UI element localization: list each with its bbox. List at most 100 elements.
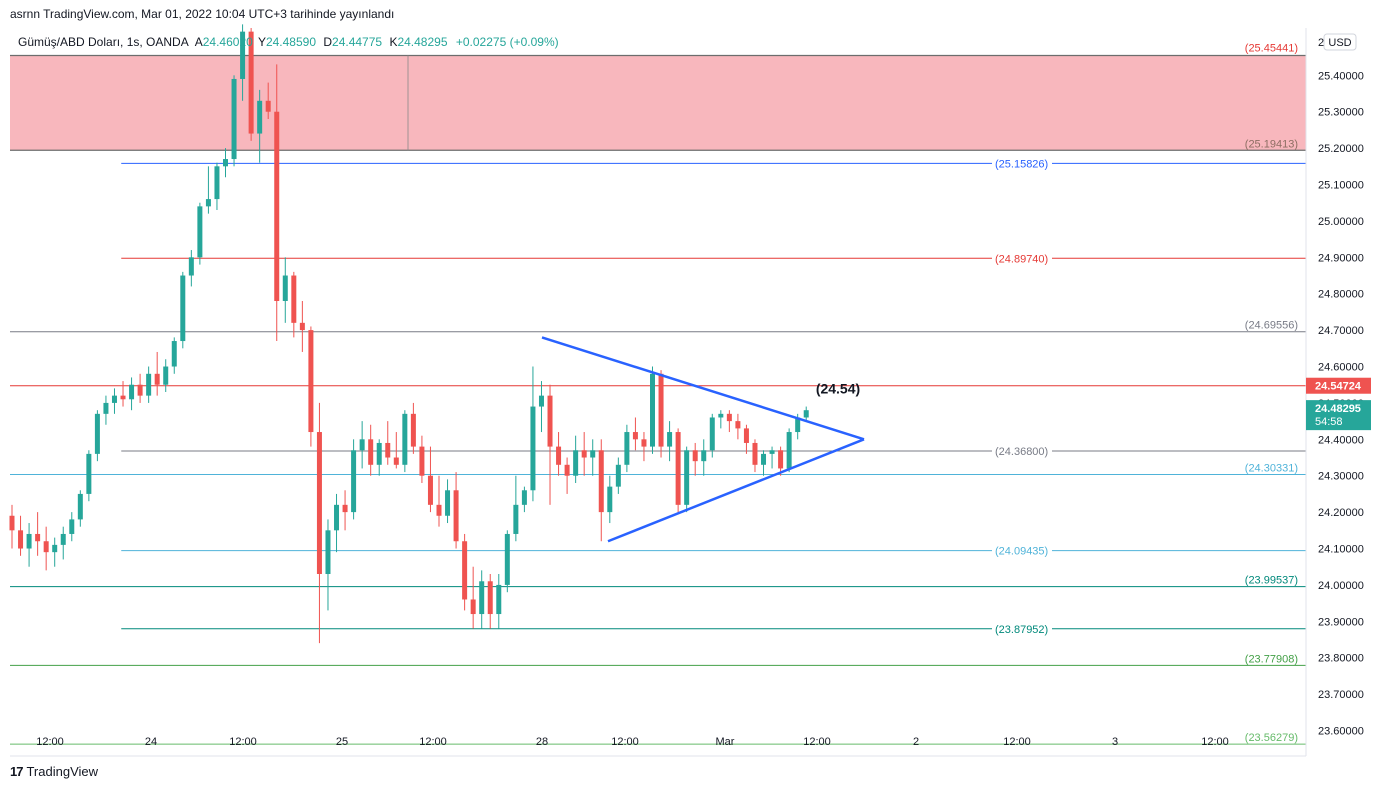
- candle-body: [308, 330, 314, 433]
- candle-body: [248, 31, 254, 134]
- candle-body: [154, 373, 160, 385]
- time-axis[interactable]: 12:00 24 12:00 25 12:00 28 12:00 Mar 12:00 2 12:00…: [36, 736, 1229, 748]
- candle-body: [487, 581, 493, 615]
- candle-body: [103, 402, 109, 414]
- candle-body: [581, 450, 587, 458]
- legend-open-value: 24.46020: [203, 35, 253, 49]
- tradingview-logo[interactable]: 17 TradingView: [10, 764, 98, 779]
- candle-body: [129, 384, 135, 400]
- price-tick: 24.80000: [1318, 289, 1364, 301]
- candle-body: [521, 490, 527, 505]
- level-label-bg-1: [992, 250, 1052, 265]
- candle-body: [684, 450, 690, 505]
- legend-close-value: 24.48295: [397, 35, 447, 49]
- tradingview-logo-text: TradingView: [26, 764, 99, 779]
- candle-body: [743, 428, 749, 443]
- candle-body: [658, 373, 664, 447]
- triangle-upper-line[interactable]: [541, 336, 865, 441]
- bar-countdown: 54:58: [1315, 416, 1343, 428]
- candle-body: [257, 100, 263, 134]
- candle-body: [299, 322, 305, 331]
- price-tick: 25.00000: [1318, 216, 1364, 228]
- candle-body: [786, 432, 792, 469]
- candle-body: [761, 453, 767, 465]
- price-tick: 24.70000: [1318, 325, 1364, 337]
- candle-body: [735, 421, 741, 429]
- horizontal-levels[interactable]: [10, 162, 1306, 745]
- price-tick: 23.60000: [1318, 726, 1364, 738]
- zone-bottom-label: (25.19413): [1245, 138, 1298, 150]
- time-tick: 24: [145, 736, 157, 748]
- candle-body: [60, 533, 66, 545]
- candle-body: [427, 475, 433, 505]
- level-label-10: (23.56279): [1245, 732, 1298, 744]
- candle-body: [342, 504, 348, 513]
- candle-body: [43, 541, 49, 553]
- candle-body: [504, 533, 510, 585]
- level-label-4: (24.36800): [995, 446, 1048, 458]
- candle-body: [137, 384, 143, 396]
- last-price-text: 24.48295: [1315, 403, 1361, 415]
- level-label-7: (23.99537): [1245, 575, 1298, 587]
- candle-body: [368, 439, 374, 465]
- triangle-pattern[interactable]: [541, 336, 865, 543]
- candle-body: [530, 406, 536, 491]
- candle-body: [538, 395, 544, 407]
- candle-body: [77, 493, 83, 520]
- currency-badge[interactable]: [1323, 33, 1357, 51]
- candle-body: [334, 504, 340, 531]
- candle-body: [86, 453, 92, 494]
- price-annotation[interactable]: (24.54): [816, 380, 860, 396]
- last-price-tag: [1306, 400, 1371, 431]
- price-tick: 24.60000: [1318, 362, 1364, 374]
- candle-body: [667, 432, 673, 447]
- candle-body: [214, 166, 220, 200]
- candle-body: [231, 78, 237, 160]
- candle-body: [513, 504, 519, 534]
- price-tick: 24.20000: [1318, 507, 1364, 519]
- time-tick: 12:00: [36, 736, 64, 748]
- legend-low-value: 24.44775: [332, 35, 382, 49]
- candle-body: [26, 533, 32, 549]
- resistance-price-tag: [1306, 377, 1371, 394]
- candle-body: [470, 599, 476, 615]
- time-tick: 2: [913, 736, 919, 748]
- legend-symbol: Gümüş/ABD Doları, 1s, OANDA: [18, 35, 189, 49]
- level-label-8: (23.87952): [995, 624, 1048, 636]
- candle-body: [650, 373, 655, 447]
- level-label-bg-8: [992, 620, 1052, 635]
- level-label-9: (23.77908): [1245, 653, 1298, 665]
- candle-body: [316, 432, 322, 574]
- legend-high-value: 24.48590: [266, 35, 316, 49]
- candle-body: [385, 442, 391, 458]
- level-label-5: (24.30331): [1245, 463, 1298, 475]
- candle-body: [94, 413, 100, 454]
- candle-body: [265, 100, 271, 112]
- time-tick: 12:00: [1003, 736, 1031, 748]
- triangle-lower-line[interactable]: [607, 438, 865, 543]
- price-tick: 24.00000: [1318, 580, 1364, 592]
- time-tick: 3: [1112, 736, 1118, 748]
- zone-top-label: (25.45441): [1245, 43, 1298, 55]
- candle-body: [803, 410, 809, 418]
- candle-body: [453, 490, 459, 542]
- level-labels: (25.45441) (25.19413) (25.15826) (24.89740)…: [992, 43, 1298, 744]
- candle-body: [359, 439, 365, 451]
- candle-body: [111, 395, 117, 403]
- legend-low-label: D: [323, 35, 332, 49]
- candle-body: [675, 432, 681, 505]
- resistance-zone[interactable]: [10, 54, 1306, 151]
- price-tick: 25.20000: [1318, 143, 1364, 155]
- zone-fill[interactable]: [10, 55, 1306, 151]
- candle-body: [496, 584, 502, 615]
- level-label-bg-6: [992, 542, 1052, 557]
- price-tick: 23.70000: [1318, 689, 1364, 701]
- candle-body: [282, 275, 288, 301]
- level-label-0: (25.15826): [995, 158, 1048, 170]
- time-tick: 28: [536, 736, 548, 748]
- time-tick: 12:00: [229, 736, 257, 748]
- candle-body: [205, 199, 211, 207]
- candle-body: [445, 490, 451, 516]
